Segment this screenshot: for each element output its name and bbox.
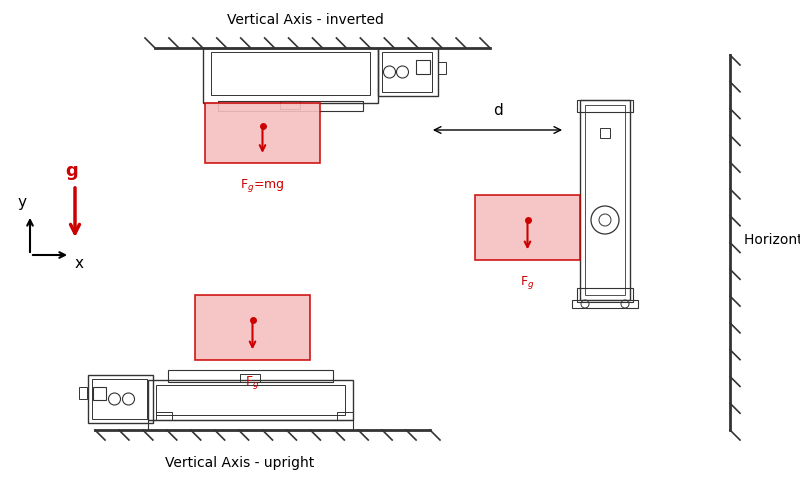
Bar [202,48,378,103]
Bar [147,380,353,420]
Bar [378,48,438,96]
Bar [572,300,638,308]
Text: y: y [18,195,26,210]
Bar [87,375,153,423]
Bar [415,60,430,74]
Text: x: x [75,256,84,271]
Bar [155,385,345,415]
Text: d: d [493,103,502,118]
Text: g: g [66,162,78,180]
Bar [167,370,333,382]
Bar [577,100,633,112]
Bar [382,52,431,92]
Bar [218,101,362,111]
Bar [91,379,146,419]
Bar [155,412,171,420]
Bar [210,52,370,95]
Bar [438,62,446,74]
Bar [205,103,320,163]
Bar [585,105,625,295]
Bar [577,288,633,302]
Text: F$_g$=mg: F$_g$=mg [240,177,285,194]
Bar [600,128,610,138]
Bar [195,295,310,360]
Bar [240,374,260,382]
Text: Vertical Axis - inverted: Vertical Axis - inverted [226,13,383,27]
Bar [280,101,300,109]
Text: F$_g$: F$_g$ [246,374,260,391]
Bar [93,387,106,400]
Text: F$_g$: F$_g$ [520,274,534,291]
Bar [337,412,353,420]
Text: Horizontal Axis: Horizontal Axis [744,233,800,247]
Text: Vertical Axis - upright: Vertical Axis - upright [166,456,314,470]
Bar [580,100,630,300]
Bar [78,387,86,399]
Bar [475,195,580,260]
Bar [147,420,353,430]
